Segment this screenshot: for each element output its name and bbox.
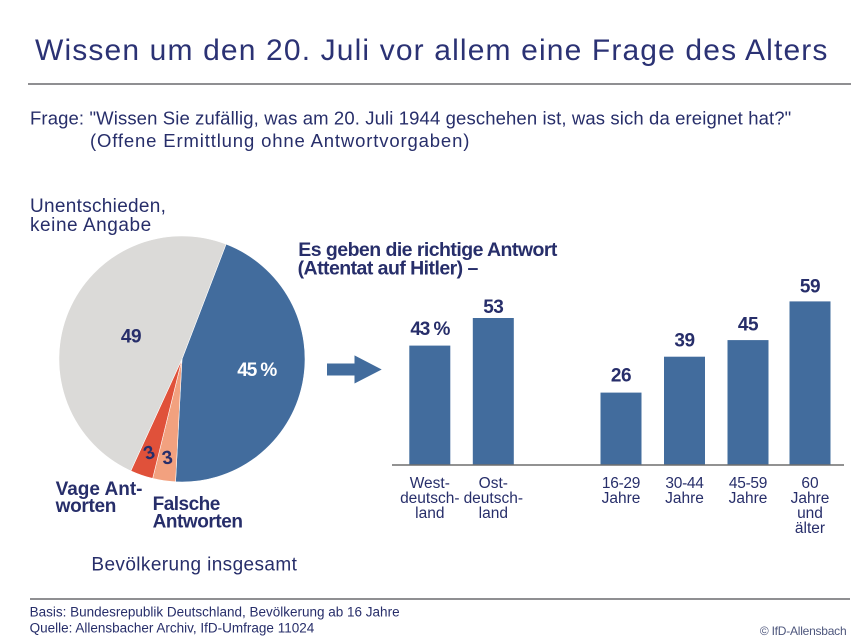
svg-text:keine Angabe: keine Angabe — [30, 215, 152, 236]
svg-text:(Offene Ermittlung ohne Antwor: (Offene Ermittlung ohne Antwortvorgaben) — [90, 130, 470, 151]
svg-text:3: 3 — [161, 447, 175, 469]
svg-text:und: und — [797, 505, 823, 522]
svg-text:Frage: "Wissen Sie zufällig, w: Frage: "Wissen Sie zufällig, was am 20. … — [30, 108, 791, 129]
svg-text:älter: älter — [795, 520, 825, 537]
svg-text:43 %: 43 % — [410, 319, 450, 340]
svg-text:53: 53 — [483, 297, 503, 318]
svg-text:Ost-: Ost- — [479, 475, 508, 492]
svg-text:land: land — [479, 505, 508, 522]
svg-text:Antworten: Antworten — [153, 512, 243, 533]
svg-text:26: 26 — [611, 366, 631, 387]
svg-text:45 %: 45 % — [237, 360, 277, 381]
svg-text:Falsche: Falsche — [153, 494, 220, 515]
svg-text:30-44: 30-44 — [665, 475, 704, 492]
svg-text:49: 49 — [121, 326, 141, 347]
svg-text:deutsch-: deutsch- — [400, 490, 459, 507]
svg-text:Unentschieden,: Unentschieden, — [30, 196, 166, 217]
svg-text:land: land — [415, 505, 444, 522]
svg-text:Wissen um den 20. Juli vor all: Wissen um den 20. Juli vor allem eine Fr… — [35, 34, 829, 67]
svg-text:60: 60 — [801, 475, 819, 492]
svg-text:45-59: 45-59 — [729, 475, 767, 492]
svg-text:45: 45 — [738, 315, 759, 336]
svg-text:Vage Ant-: Vage Ant- — [56, 479, 143, 500]
svg-text:39: 39 — [674, 331, 694, 352]
svg-text:worten: worten — [55, 496, 116, 517]
svg-text:Jahre: Jahre — [602, 490, 641, 507]
svg-text:Jahre: Jahre — [665, 490, 704, 507]
svg-text:Jahre: Jahre — [791, 490, 830, 507]
svg-text:Basis: Bundesrepublik Deutschl: Basis: Bundesrepublik Deutschland, Bevöl… — [30, 605, 400, 620]
svg-text:59: 59 — [800, 276, 820, 297]
svg-text:Jahre: Jahre — [729, 490, 768, 507]
svg-text:(Attentat auf Hitler) –: (Attentat auf Hitler) – — [298, 258, 479, 280]
svg-text:Es geben die richtige Antwort: Es geben die richtige Antwort — [298, 239, 558, 261]
svg-text:Quelle: Allensbacher Archiv, I: Quelle: Allensbacher Archiv, IfD-Umfrage… — [30, 620, 315, 635]
svg-text:deutsch-: deutsch- — [464, 490, 523, 507]
svg-text:© IfD-Allensbach: © IfD-Allensbach — [760, 624, 847, 638]
svg-text:West-: West- — [410, 475, 450, 492]
svg-text:Bevölkerung insgesamt: Bevölkerung insgesamt — [91, 555, 297, 576]
svg-text:16-29: 16-29 — [602, 475, 640, 492]
